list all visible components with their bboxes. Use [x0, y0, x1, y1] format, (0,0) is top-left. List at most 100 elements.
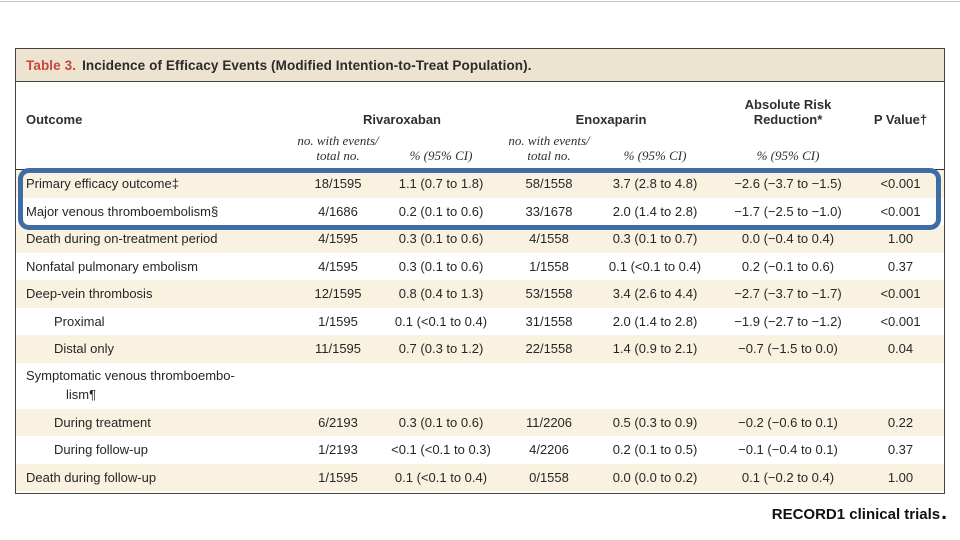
p-value-value: 0.22 — [887, 414, 914, 430]
enoxaparin-ci-value: 0.1 (<0.1 to 0.4) — [608, 258, 702, 274]
enoxaparin-ci-value: 0.3 (0.1 to 0.7) — [612, 231, 698, 247]
enoxaparin-ci-value: 1.4 (0.9 to 2.1) — [612, 341, 698, 357]
rivaroxaban-events-value: 1/2193 — [318, 442, 358, 458]
absolute-risk-reduction-value: −1.9 (−2.7 to −1.2) — [734, 313, 842, 329]
rivaroxaban-events-value: 18/1595 — [314, 176, 362, 192]
rivaroxaban-ci-value: 0.1 (<0.1 to 0.4) — [394, 469, 488, 485]
subheader-enoxaparin-events: no. with events/ total no. — [508, 132, 590, 164]
table-row: Death during follow-up 1/1595 0.1 (<0.1 to… — [16, 463, 944, 491]
table-row: Major venous thromboembolism§ 4/1686 0.2 (… — [16, 197, 944, 225]
absolute-risk-reduction-value: −2.7 (−3.7 to −1.7) — [734, 286, 842, 302]
rivaroxaban-ci-value: 0.2 (0.1 to 0.6) — [398, 203, 484, 219]
table-row: During treatment 6/2193 0.3 (0.1 to 0.6) 11… — [16, 408, 944, 436]
rivaroxaban-events-value: 6/2193 — [318, 414, 358, 430]
table-row: Proximal 1/1595 0.1 (<0.1 to 0.4) 31/1558 2.… — [16, 307, 944, 335]
outcome-label: Proximal — [54, 313, 105, 329]
efficacy-events-table: Table 3. Incidence of Efficacy Events (M… — [15, 48, 945, 494]
rivaroxaban-events-value: 1/1595 — [318, 313, 358, 329]
absolute-risk-reduction-value: −2.6 (−3.7 to −1.5) — [734, 176, 842, 192]
rivaroxaban-events-value: 1/1595 — [318, 469, 358, 485]
rivaroxaban-events-value: 11/1595 — [314, 341, 362, 357]
rivaroxaban-ci-value: 0.1 (<0.1 to 0.4) — [394, 313, 488, 329]
enoxaparin-ci-value: 0.2 (0.1 to 0.5) — [612, 442, 698, 458]
table-row: During follow-up 1/2193 <0.1 (<0.1 to 0.3)… — [16, 436, 944, 464]
rivaroxaban-ci-value: 0.3 (0.1 to 0.6) — [398, 231, 484, 247]
rivaroxaban-ci-value: 0.7 (0.3 to 1.2) — [398, 341, 484, 357]
caption-period: . — [941, 501, 947, 524]
column-group-absolute-risk-reduction: Absolute Risk Reduction* — [744, 97, 832, 128]
outcome-label: Deep-vein thrombosis — [26, 286, 153, 302]
rivaroxaban-events-value: 4/1595 — [318, 231, 358, 247]
enoxaparin-events-value: 31/1558 — [525, 313, 573, 329]
caption-text: RECORD1 clinical trials — [771, 506, 941, 523]
outcome-label: Major venous thromboembolism§ — [26, 203, 219, 219]
column-header-p-value: P Value† — [873, 112, 928, 128]
subheader-rivaroxaban-ci: % (95% CI) — [409, 148, 473, 164]
enoxaparin-events-value: 4/2206 — [529, 442, 569, 458]
absolute-risk-reduction-value: 0.2 (−0.1 to 0.6) — [741, 258, 835, 274]
p-value-value: <0.001 — [880, 176, 921, 192]
absolute-risk-reduction-value: 0.0 (−0.4 to 0.4) — [741, 231, 835, 247]
slide-top-edge — [0, 1, 960, 2]
table-number: Table 3. — [26, 57, 77, 73]
enoxaparin-events-value: 33/1678 — [525, 203, 573, 219]
outcome-label: During treatment — [54, 414, 151, 430]
enoxaparin-ci-value: 3.7 (2.8 to 4.8) — [612, 176, 698, 192]
outcome-label: Death during on-treatment period — [26, 231, 218, 247]
enoxaparin-events-value: 11/2206 — [525, 414, 573, 430]
subheader-empty — [859, 130, 942, 169]
rivaroxaban-events-value: 4/1686 — [318, 203, 358, 219]
absolute-risk-reduction-value: −0.2 (−0.6 to 0.1) — [738, 414, 838, 430]
slide-caption: RECORD1 clinical trials . — [772, 502, 947, 523]
enoxaparin-events-value: 22/1558 — [525, 341, 573, 357]
outcome-label: Nonfatal pulmonary embolism — [26, 258, 198, 274]
column-group-rivaroxaban: Rivaroxaban — [362, 112, 442, 128]
subheader-arr-ci: % (95% CI) — [756, 148, 820, 164]
p-value-value: 1.00 — [887, 231, 914, 247]
table-title-bar: Table 3. Incidence of Efficacy Events (M… — [16, 49, 944, 82]
outcome-label: Distal only — [54, 341, 114, 357]
table-row: Distal only 11/1595 0.7 (0.3 to 1.2) 22/155… — [16, 335, 944, 363]
outcome-label: Primary efficacy outcome‡ — [26, 176, 179, 192]
outcome-label: Symptomatic venous thromboembo-lism¶ — [26, 367, 235, 402]
subheader-rivaroxaban-events: no. with events/ total no. — [297, 132, 379, 164]
table-header: Outcome Rivaroxaban Enoxaparin Absolute … — [16, 82, 944, 170]
rivaroxaban-events-value: 4/1595 — [318, 258, 358, 274]
rivaroxaban-ci-value: 0.3 (0.1 to 0.6) — [398, 414, 484, 430]
subheader-enoxaparin-ci: % (95% CI) — [623, 148, 687, 164]
subheader-empty — [16, 130, 299, 169]
rivaroxaban-ci-value: 1.1 (0.7 to 1.8) — [398, 176, 484, 192]
p-value-value: 1.00 — [887, 469, 914, 485]
enoxaparin-events-value: 58/1558 — [525, 176, 573, 192]
table-row: Nonfatal pulmonary embolism 4/1595 0.3 (0.… — [16, 252, 944, 280]
enoxaparin-ci-value: 2.0 (1.4 to 2.8) — [612, 203, 698, 219]
enoxaparin-events-value: 1/1558 — [529, 258, 569, 274]
outcome-label: Death during follow-up — [26, 469, 157, 485]
outcome-label: During follow-up — [54, 442, 148, 458]
absolute-risk-reduction-value: 0.1 (−0.2 to 0.4) — [741, 469, 835, 485]
enoxaparin-events-value: 0/1558 — [529, 469, 569, 485]
enoxaparin-ci-value: 0.5 (0.3 to 0.9) — [612, 414, 698, 430]
table-rows: Primary efficacy outcome‡ 18/1595 1.1 (0.7… — [16, 170, 944, 491]
absolute-risk-reduction-value: −0.1 (−0.4 to 0.1) — [738, 442, 838, 458]
table-row: Deep-vein thrombosis 12/1595 0.8 (0.4 to 1… — [16, 280, 944, 308]
p-value-value: 0.37 — [887, 442, 914, 458]
p-value-value: 0.04 — [887, 341, 914, 357]
table-row: Death during on-treatment period 4/1595 0.… — [16, 225, 944, 253]
rivaroxaban-ci-value: 0.8 (0.4 to 1.3) — [398, 286, 484, 302]
column-group-enoxaparin: Enoxaparin — [575, 112, 647, 128]
rivaroxaban-ci-value: 0.3 (0.1 to 0.6) — [398, 258, 484, 274]
enoxaparin-ci-value: 3.4 (2.6 to 4.4) — [612, 286, 698, 302]
rivaroxaban-ci-value: <0.1 (<0.1 to 0.3) — [391, 442, 491, 458]
enoxaparin-ci-value: 2.0 (1.4 to 2.8) — [612, 313, 698, 329]
table-title: Incidence of Efficacy Events (Modified I… — [82, 57, 532, 73]
p-value-value: <0.001 — [880, 203, 921, 219]
enoxaparin-events-value: 53/1558 — [525, 286, 573, 302]
absolute-risk-reduction-value: −1.7 (−2.5 to −1.0) — [734, 203, 842, 219]
table-row: Symptomatic venous thromboembo-lism¶ — [16, 362, 944, 409]
rivaroxaban-events-value: 12/1595 — [314, 286, 362, 302]
enoxaparin-ci-value: 0.0 (0.0 to 0.2) — [612, 469, 698, 485]
table-row: Primary efficacy outcome‡ 18/1595 1.1 (0.7… — [16, 170, 944, 198]
p-value-value: <0.001 — [880, 313, 921, 329]
p-value-value: <0.001 — [880, 286, 921, 302]
